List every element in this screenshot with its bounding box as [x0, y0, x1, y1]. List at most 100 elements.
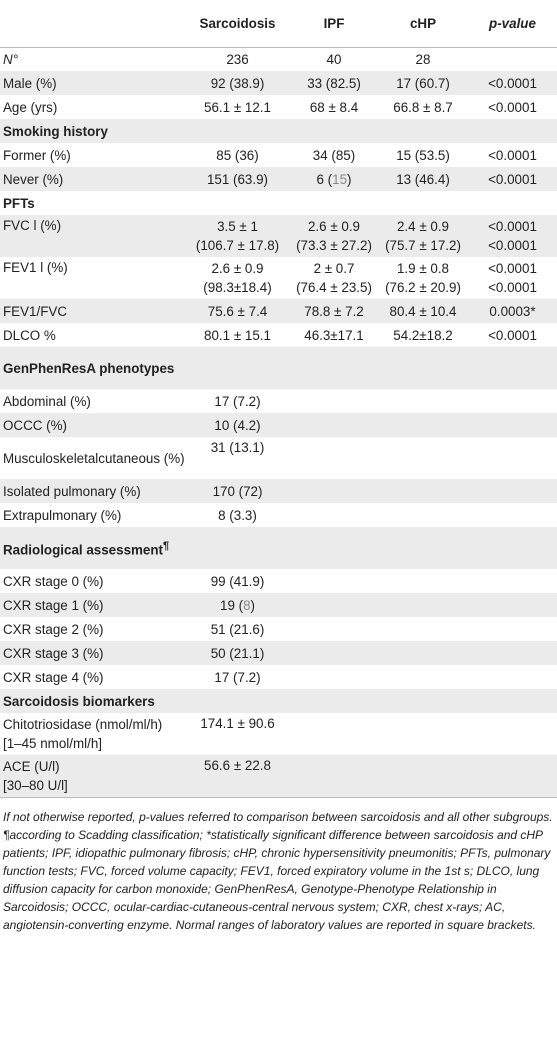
- empty-cell: [185, 347, 557, 389]
- cell-line: (73.3 ± 27.2): [296, 238, 372, 253]
- cell-p-value: [468, 47, 557, 71]
- section-label: Radiological assessment: [3, 542, 164, 558]
- table-row: Abdominal (%) 17 (7.2): [0, 389, 557, 413]
- row-label: CXR stage 0 (%): [3, 573, 104, 589]
- cell-ipf: 33 (82.5): [290, 71, 378, 95]
- cell-text: 6 (: [316, 171, 333, 187]
- cell-sarcoidosis: 80.1 ± 15.1: [204, 327, 271, 343]
- cell-sarcoidosis: 17 (7.2): [214, 393, 261, 409]
- row-label: CXR stage 1 (%): [0, 593, 185, 617]
- table-row: FEV1 l (%) 2.6 ± 0.9 (98.3±18.4) 2 ± 0.7 (…: [0, 257, 557, 299]
- empty-cell: [290, 413, 557, 437]
- empty-cell: [290, 755, 557, 797]
- cell-sarcoidosis: 85 (36): [216, 147, 259, 163]
- cell-line: <0.0001: [488, 261, 537, 276]
- section-row: PFTs: [0, 191, 557, 215]
- empty-cell: [290, 641, 557, 665]
- section-biomarkers: Sarcoidosis biomarkers: [0, 689, 557, 713]
- table-row: CXR stage 2 (%) 51 (21.6): [0, 617, 557, 641]
- row-label: Extrapulmonary (%): [3, 507, 122, 523]
- cell-sarcoidosis: 75.6 ± 7.4: [185, 299, 290, 323]
- table-row: Age (yrs) 56.1 ± 12.1 68 ± 8.4 66.8 ± 8.…: [0, 95, 557, 119]
- empty-cell: [185, 527, 557, 569]
- cell-chp: 2.4 ± 0.9 (75.7 ± 17.2): [378, 215, 468, 257]
- data-table: Sarcoidosis IPF cHP p-value N° 236 40 28…: [0, 0, 557, 797]
- cell-chp: 1.9 ± 0.8 (76.2 ± 20.9): [378, 257, 468, 299]
- section-row: Radiological assessment¶: [0, 527, 557, 569]
- row-label: CXR stage 2 (%): [3, 621, 104, 637]
- cell-line: (98.3±18.4): [203, 280, 272, 295]
- row-label: CXR stage 3 (%): [0, 641, 185, 665]
- header-blank: [0, 0, 185, 47]
- cell-chp: 54.2±18.2: [393, 327, 453, 343]
- label-line: [1–45 nmol/ml/h]: [3, 736, 102, 751]
- pilcrow-mark: ¶: [163, 539, 170, 552]
- cell-chp: 15 (53.5): [396, 147, 450, 163]
- table-row: Former (%) 85 (36) 34 (85) 15 (53.5) <0.…: [0, 143, 557, 167]
- cell-chp: 66.8 ± 8.7: [393, 99, 453, 115]
- table-body: N° 236 40 28 Male (%) 92 (38.9) 33 (82.5…: [0, 47, 557, 797]
- cell-sarcoidosis: 92 (38.9): [185, 71, 290, 95]
- cell-ipf: 46.3±17.1: [304, 327, 364, 343]
- table-row: FVC l (%) 3.5 ± 1 (106.7 ± 17.8) 2.6 ± 0.…: [0, 215, 557, 257]
- empty-cell: [290, 389, 557, 413]
- cell-p-value: <0.0001 <0.0001: [468, 215, 557, 257]
- cell-p-value: <0.0001: [488, 99, 537, 115]
- cell-line: <0.0001: [488, 219, 537, 234]
- row-label: N°: [3, 51, 19, 67]
- cell-sarcoidosis: 10 (4.2): [185, 413, 290, 437]
- cell-sarcoidosis: 17 (7.2): [214, 669, 261, 685]
- cell-line: 2.6 ± 0.9: [307, 219, 361, 234]
- row-label: Never (%): [0, 167, 185, 191]
- table-row: Musculoskeletalcutaneous (%) 31 (13.1): [0, 437, 557, 479]
- row-label: Musculoskeletalcutaneous (%): [3, 450, 185, 466]
- cell-chp: 28: [415, 51, 431, 67]
- empty-cell: [290, 479, 557, 503]
- cell-sarcoidosis: 236: [226, 51, 249, 67]
- row-label: Male (%): [0, 71, 185, 95]
- cell-sarcoidosis: 3.5 ± 1 (106.7 ± 17.8): [185, 215, 290, 257]
- row-label: DLCO %: [3, 327, 56, 343]
- row-label: FEV1 l (%): [3, 260, 68, 275]
- table-header: Sarcoidosis IPF cHP p-value: [0, 0, 557, 47]
- cell-sarcoidosis: 99 (41.9): [210, 573, 265, 589]
- table-row: Isolated pulmonary (%) 170 (72): [0, 479, 557, 503]
- empty-cell: [290, 713, 557, 755]
- cell-line: (106.7 ± 17.8): [195, 238, 280, 253]
- empty-cell: [290, 593, 557, 617]
- section-genphenresa: GenPhenResA phenotypes: [0, 347, 185, 389]
- section-smoking-history: Smoking history: [0, 119, 557, 143]
- label-line: Chitotriosidase (nmol/ml/h): [3, 717, 163, 732]
- cell-sarcoidosis: 56.1 ± 12.1: [204, 99, 271, 115]
- row-label: ACE (U/l) [30–80 U/l]: [0, 755, 185, 797]
- cell-line: 3.5 ± 1: [217, 219, 258, 234]
- section-row: Smoking history: [0, 119, 557, 143]
- row-label: Age (yrs): [3, 99, 58, 115]
- cell-sarcoidosis: 174.1 ± 90.6: [200, 716, 275, 731]
- cell-text: ): [250, 597, 255, 613]
- cell-ipf: 34 (85): [312, 147, 356, 163]
- cell-sarcoidosis: 19 (8): [185, 593, 290, 617]
- cell-line: <0.0001: [488, 280, 537, 295]
- row-label: OCCC (%): [0, 413, 185, 437]
- header-p-value: p-value: [489, 15, 536, 31]
- row-label: Former (%): [3, 147, 71, 163]
- cell-line: (76.4 ± 23.5): [296, 280, 372, 295]
- cell-chp: 17 (60.7): [378, 71, 468, 95]
- cell-sarcoidosis: 50 (21.1): [185, 641, 290, 665]
- table-row: N° 236 40 28: [0, 47, 557, 71]
- cell-ipf: 2 ± 0.7 (76.4 ± 23.5): [290, 257, 378, 299]
- row-label: FVC l (%): [0, 215, 185, 257]
- cell-chp: 13 (46.4): [378, 167, 468, 191]
- table-row: OCCC (%) 10 (4.2): [0, 413, 557, 437]
- table-row: CXR stage 3 (%) 50 (21.1): [0, 641, 557, 665]
- section-radiological: Radiological assessment¶: [0, 527, 185, 569]
- row-label: Abdominal (%): [3, 393, 91, 409]
- label-line: ACE (U/l): [3, 759, 60, 774]
- empty-cell: [290, 617, 557, 641]
- cell-sarcoidosis: 2.6 ± 0.9 (98.3±18.4): [185, 257, 290, 299]
- table-row: CXR stage 0 (%) 99 (41.9): [0, 569, 557, 593]
- cell-line: 2.4 ± 0.9: [396, 219, 450, 234]
- cell-p-value: <0.0001: [468, 71, 557, 95]
- table-row: Never (%) 151 (63.9) 6 (15) 13 (46.4) <0…: [0, 167, 557, 191]
